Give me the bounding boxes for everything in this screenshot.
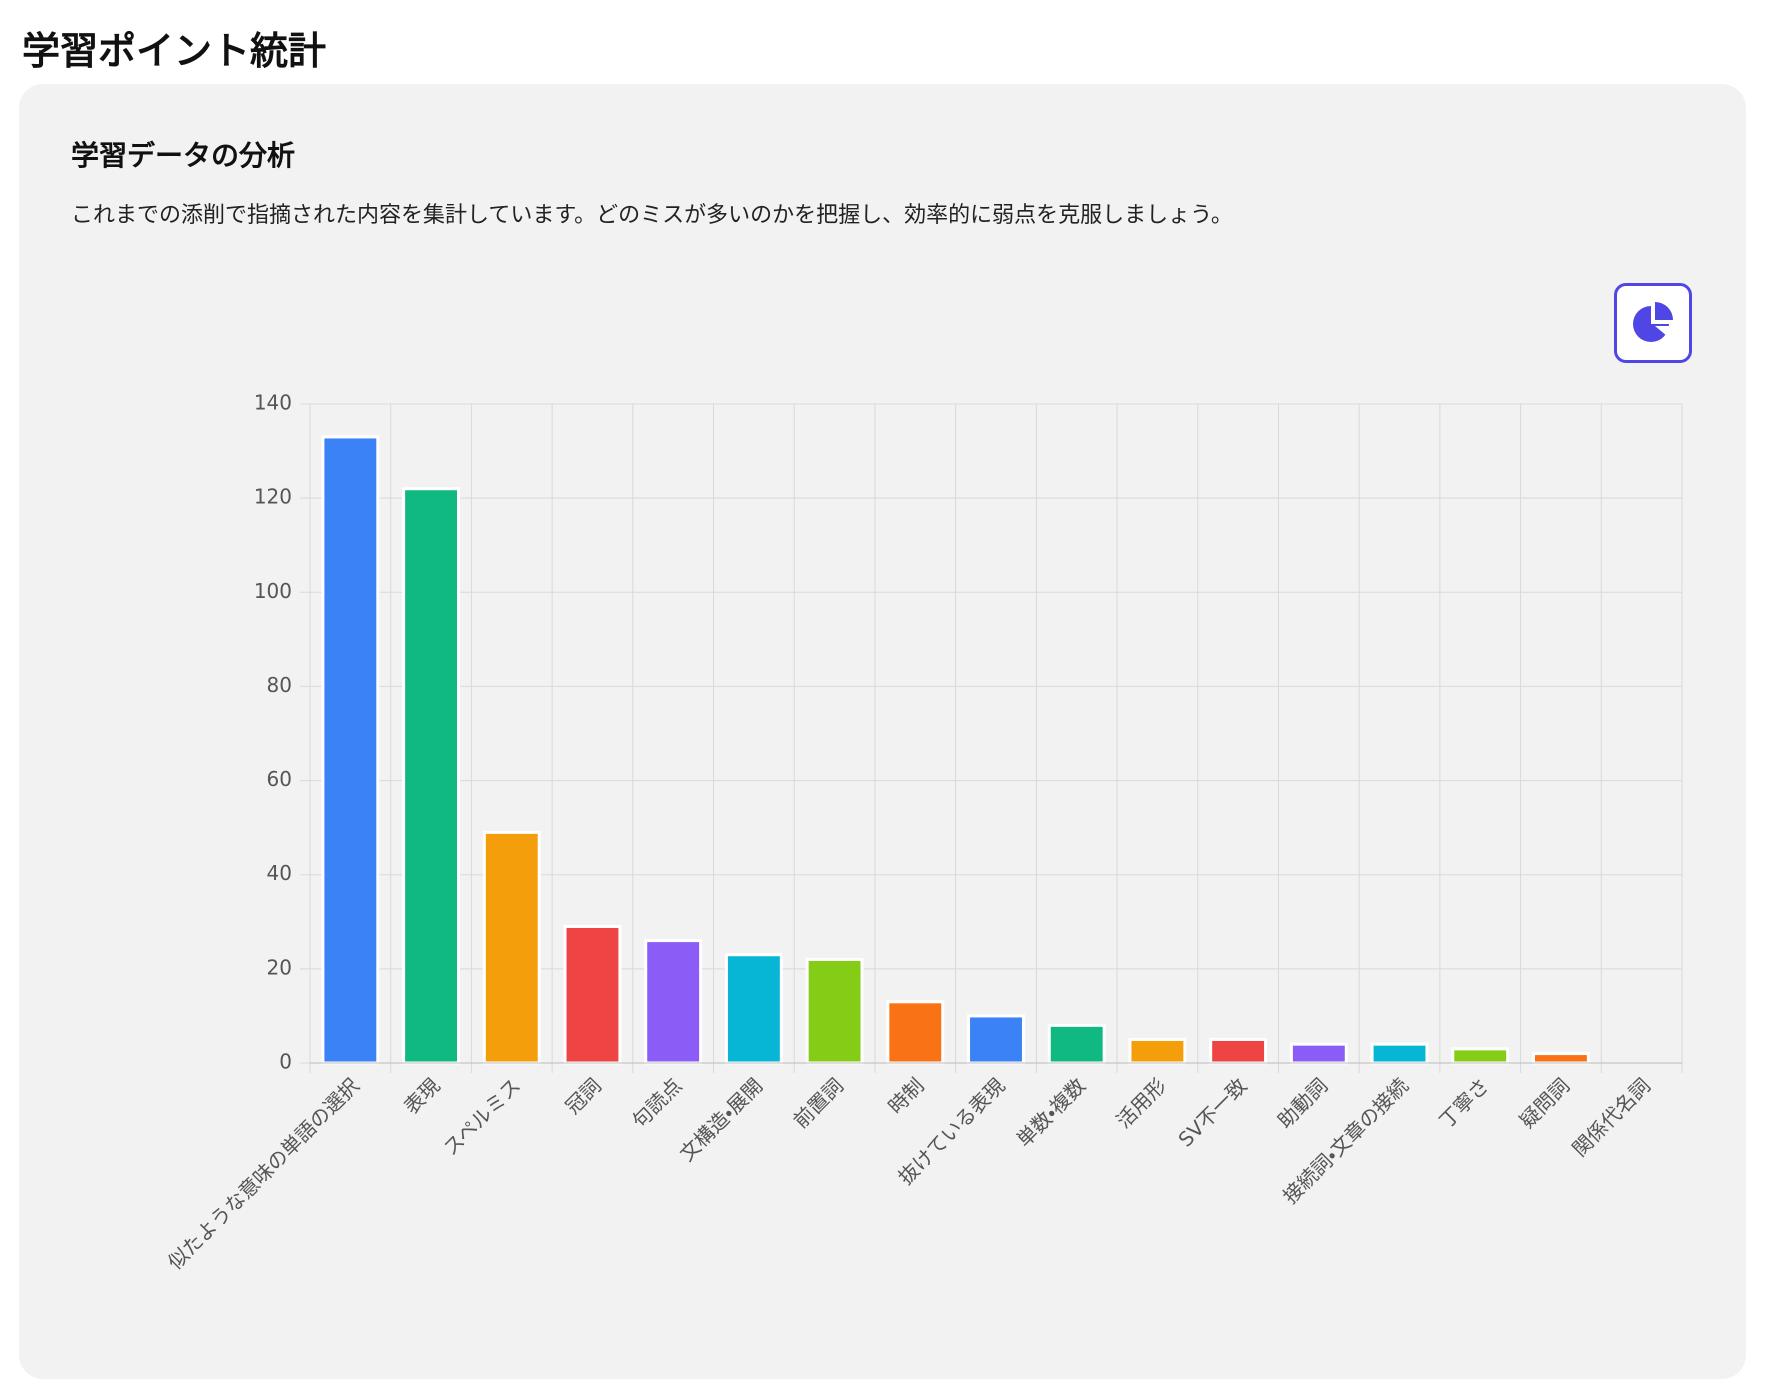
x-tick-label: 丁寧さ [1434,1073,1493,1132]
x-tick-label: 時制 [883,1073,928,1118]
y-tick-label: 60 [267,767,292,791]
stats-card: 学習データの分析 これまでの添削で指摘された内容を集計しています。どのミスが多い… [19,84,1746,1379]
y-tick-label: 0 [279,1050,292,1074]
y-tick-label: 140 [254,391,292,415]
bar [482,830,541,1065]
x-tick-label: 活用形 [1111,1073,1170,1132]
bar [724,953,783,1065]
x-tick-label: スペルミス [438,1073,525,1160]
y-tick-label: 40 [267,861,292,885]
x-tick-label: 冠詞 [561,1073,606,1118]
bar [644,939,703,1065]
x-tick-label: 似たような意味の単語の選択 [163,1073,364,1274]
pie-icon [1633,302,1673,342]
pie-chart-toggle[interactable] [1614,283,1692,363]
card-description: これまでの添削で指摘された内容を集計しています。どのミスが多いのかを把握し、効率… [71,203,1233,228]
x-tick-label: 句読点 [627,1073,686,1132]
bar [1128,1037,1187,1065]
x-tick-label: 前置詞 [789,1073,848,1132]
x-tick-label: SV不一致 [1173,1073,1251,1151]
bar [967,1014,1025,1065]
x-tick-label: 疑問詞 [1515,1073,1574,1132]
page-title: 学習ポイント統計 [22,29,327,73]
y-tick-label: 20 [267,955,292,979]
bar [1047,1023,1106,1065]
bar [1532,1052,1590,1065]
x-tick-label: 表現 [399,1073,444,1118]
bar [1289,1042,1348,1065]
bar [402,487,460,1065]
bar [563,924,622,1065]
bar [1209,1037,1268,1065]
x-tick-label: 文構造・展開 [675,1073,767,1165]
x-tick-label: 助動詞 [1273,1073,1332,1132]
bar [321,435,380,1065]
x-tick-label: 単数・複数 [1012,1073,1090,1151]
y-tick-label: 80 [267,673,292,697]
card-heading: 学習データの分析 [71,139,296,172]
bar [886,1000,945,1065]
x-tick-label: 関係代名詞 [1567,1073,1655,1161]
bar [1451,1047,1510,1065]
y-tick-label: 120 [254,485,292,509]
bar [1370,1042,1429,1065]
y-tick-label: 100 [254,579,292,603]
bar [805,957,864,1065]
